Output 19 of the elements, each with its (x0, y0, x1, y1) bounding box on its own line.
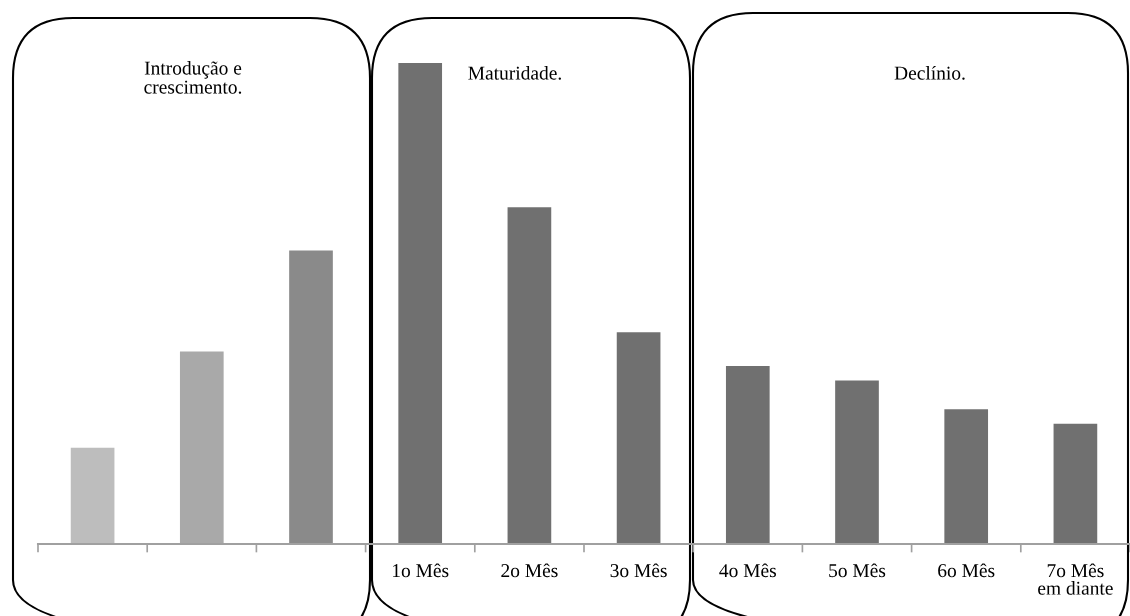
bar (1053, 423, 1098, 544)
bar (944, 409, 989, 544)
x-tick-label: 1o Mês (393, 563, 449, 578)
x-tick-label: 3o Mês (610, 563, 667, 578)
bar (835, 380, 879, 544)
bar (725, 366, 770, 544)
x-tick-label: 5o Mês (829, 563, 886, 578)
bar (289, 250, 333, 544)
bar (70, 447, 115, 544)
bar (616, 332, 661, 544)
x-tick-label: 4o Mês (719, 563, 776, 578)
annotation: Introdução e crescimento. (144, 61, 242, 94)
bar (507, 207, 552, 544)
annotation: Declínio. (894, 65, 965, 80)
bar (398, 63, 443, 544)
x-tick-label: 6o Mês (938, 563, 995, 578)
annotation: Maturidade. (468, 66, 561, 80)
x-tick-label: 7o Mês em diante (1038, 563, 1113, 595)
x-tick-label: 2o Mês (501, 563, 558, 578)
